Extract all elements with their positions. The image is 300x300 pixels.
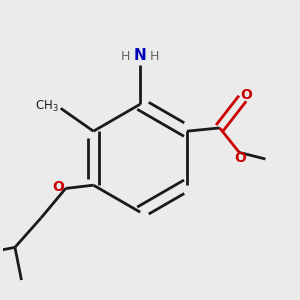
Text: O: O bbox=[52, 180, 64, 194]
Text: H: H bbox=[150, 50, 160, 63]
Text: O: O bbox=[234, 151, 246, 165]
Text: H: H bbox=[121, 50, 130, 63]
Text: O: O bbox=[241, 88, 252, 101]
Text: N: N bbox=[134, 48, 147, 63]
Text: CH$_3$: CH$_3$ bbox=[35, 99, 59, 114]
